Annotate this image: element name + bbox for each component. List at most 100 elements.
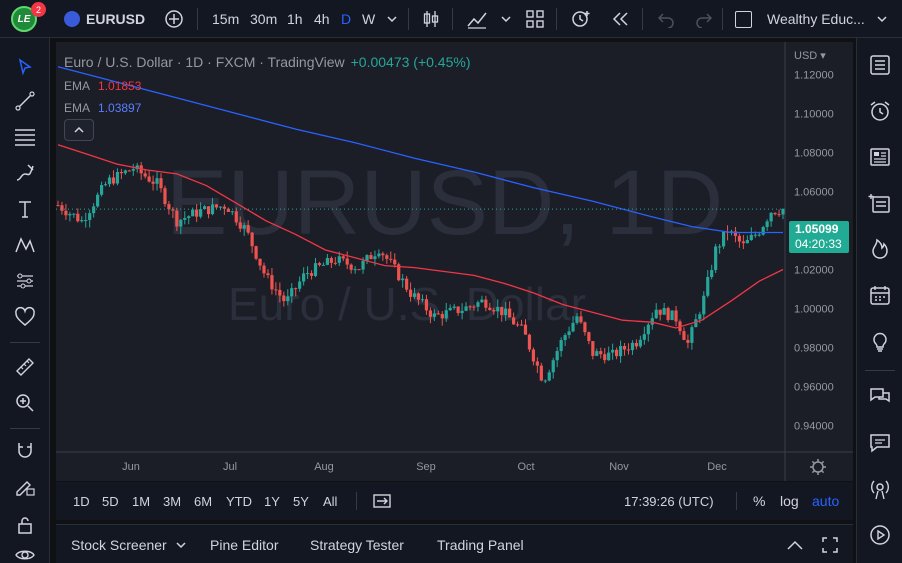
layout-name[interactable]: Wealthy Educ... bbox=[767, 11, 865, 27]
range-5y[interactable]: 5Y bbox=[293, 493, 309, 509]
settings-gear[interactable] bbox=[810, 459, 826, 475]
candle-body bbox=[365, 255, 369, 261]
candle-body bbox=[214, 204, 219, 208]
zoom-tool[interactable] bbox=[10, 388, 40, 418]
favorites-tool[interactable] bbox=[10, 302, 40, 332]
signals-button[interactable] bbox=[863, 472, 897, 506]
layout-dropdown[interactable] bbox=[876, 0, 888, 38]
indicators-button[interactable] bbox=[466, 0, 488, 38]
legend-collapse-button[interactable] bbox=[64, 119, 94, 141]
interval-dropdown[interactable] bbox=[386, 0, 398, 38]
fib-tool[interactable] bbox=[10, 122, 40, 152]
brush-tool[interactable] bbox=[10, 158, 40, 188]
layouts-button[interactable] bbox=[525, 0, 545, 38]
lightbulb-icon bbox=[873, 332, 887, 352]
cursor-tool[interactable] bbox=[10, 52, 40, 82]
visibility-tool[interactable] bbox=[10, 540, 40, 563]
magnet-tool[interactable] bbox=[10, 436, 40, 466]
watchlist-button[interactable] bbox=[863, 48, 897, 82]
tab-strategy-tester[interactable]: Strategy Tester bbox=[310, 536, 404, 553]
list-icon bbox=[870, 55, 890, 75]
forecast-icon bbox=[17, 273, 33, 289]
candle-body bbox=[670, 310, 674, 320]
interval-4h[interactable]: 4h bbox=[314, 11, 330, 27]
candle-body bbox=[230, 211, 234, 213]
ema-slow-legend[interactable]: EMA 1.03897 bbox=[64, 96, 470, 120]
pattern-tool[interactable] bbox=[10, 230, 40, 260]
candle-body bbox=[290, 288, 294, 297]
gear-icon[interactable] bbox=[812, 461, 824, 473]
candle-body bbox=[634, 342, 639, 347]
lock-tool[interactable] bbox=[10, 510, 40, 540]
chats-button[interactable] bbox=[863, 380, 897, 414]
goto-date-button[interactable] bbox=[372, 482, 392, 520]
undo-button[interactable] bbox=[657, 0, 675, 38]
price-chart[interactable]: EURUSD, 1D Euro / U.S. Dollar USD ▾ 1.12… bbox=[56, 42, 853, 481]
interval-1h[interactable]: 1h bbox=[287, 11, 303, 27]
candle-body bbox=[361, 260, 365, 270]
news-button[interactable] bbox=[863, 140, 897, 174]
indicators-dropdown[interactable] bbox=[500, 0, 512, 38]
notification-badge: 2 bbox=[31, 2, 46, 17]
candle-body bbox=[583, 322, 587, 333]
ema-fast-legend[interactable]: EMA 1.01853 bbox=[64, 74, 470, 98]
candle-body bbox=[781, 208, 785, 215]
play-circle-icon bbox=[870, 525, 890, 545]
text-icon bbox=[19, 201, 31, 218]
candle-body bbox=[626, 349, 631, 351]
alerts-button[interactable] bbox=[863, 94, 897, 128]
interval-w[interactable]: W bbox=[362, 11, 376, 27]
range-ytd[interactable]: YTD bbox=[226, 493, 252, 509]
range-all[interactable]: All bbox=[323, 493, 338, 509]
compare-add-button[interactable] bbox=[164, 0, 184, 38]
log-toggle[interactable]: log bbox=[780, 493, 799, 509]
range-3m[interactable]: 3M bbox=[163, 493, 182, 509]
text-tool[interactable] bbox=[10, 194, 40, 224]
tab-pine-editor[interactable]: Pine Editor bbox=[210, 536, 279, 553]
tab-stock-screener[interactable]: Stock Screener bbox=[71, 525, 187, 563]
forecast-tool[interactable] bbox=[10, 266, 40, 296]
candle-body bbox=[638, 339, 642, 347]
avatar[interactable]: LE 2 bbox=[11, 0, 46, 38]
object-tree-button[interactable] bbox=[863, 186, 897, 220]
candle-body bbox=[416, 293, 421, 300]
range-6m[interactable]: 6M bbox=[194, 493, 213, 509]
streams-button[interactable] bbox=[863, 518, 897, 552]
clock-timezone[interactable]: 17:39:26 (UTC) bbox=[624, 493, 714, 509]
collapse-panel-button[interactable] bbox=[786, 525, 804, 563]
alert-button[interactable] bbox=[570, 0, 592, 38]
candle-body bbox=[373, 256, 377, 260]
chart-pane[interactable]: EURUSD, 1D Euro / U.S. Dollar USD ▾ 1.12… bbox=[56, 42, 853, 481]
interval-d[interactable]: D bbox=[341, 11, 352, 27]
candle-body bbox=[321, 264, 326, 266]
hotlists-button[interactable] bbox=[863, 232, 897, 266]
calendar-button[interactable] bbox=[863, 278, 897, 312]
minds-button[interactable] bbox=[863, 426, 897, 460]
candle-body bbox=[195, 209, 199, 217]
candle-body bbox=[226, 208, 230, 212]
interval-30m[interactable]: 30m bbox=[250, 11, 278, 27]
tab-trading-panel[interactable]: Trading Panel bbox=[437, 536, 524, 553]
chevron-down-icon bbox=[176, 541, 186, 548]
ideas-button[interactable] bbox=[863, 324, 897, 358]
interval-15m[interactable]: 15m bbox=[212, 11, 240, 27]
measure-tool[interactable] bbox=[10, 352, 40, 382]
range-1y[interactable]: 1Y bbox=[264, 493, 280, 509]
maximize-panel-button[interactable] bbox=[821, 525, 839, 563]
percent-toggle[interactable]: % bbox=[753, 493, 766, 509]
range-5d[interactable]: 5D bbox=[102, 493, 119, 509]
redo-button[interactable] bbox=[695, 0, 713, 38]
range-1d[interactable]: 1D bbox=[73, 493, 90, 509]
range-1m[interactable]: 1M bbox=[132, 493, 151, 509]
stay-drawing-tool[interactable] bbox=[10, 472, 40, 502]
symbol-search[interactable]: EURUSD bbox=[64, 0, 145, 38]
chart-title[interactable]: Euro / U.S. Dollar · 1D · FXCM · Trading… bbox=[64, 54, 345, 70]
candle-body bbox=[369, 255, 373, 260]
layout-checkbox[interactable] bbox=[735, 0, 752, 38]
auto-toggle[interactable]: auto bbox=[812, 493, 840, 509]
replay-button[interactable] bbox=[610, 0, 630, 38]
candle-body bbox=[622, 346, 627, 350]
chart-type-button[interactable] bbox=[421, 0, 441, 38]
time-tick-label: Aug bbox=[314, 461, 334, 473]
trend-line-tool[interactable] bbox=[10, 86, 40, 116]
